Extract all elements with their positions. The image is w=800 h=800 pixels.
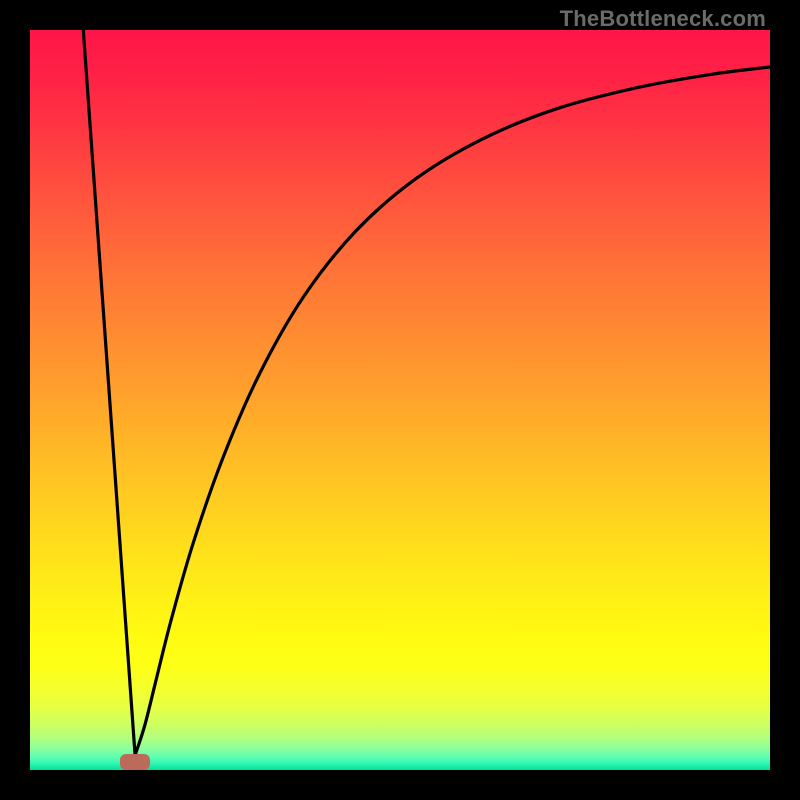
plot-area — [30, 30, 770, 770]
chart-frame: TheBottleneck.com — [0, 0, 800, 800]
watermark-text: TheBottleneck.com — [560, 6, 766, 32]
bottleneck-curve — [30, 30, 770, 770]
dip-marker — [120, 754, 150, 770]
